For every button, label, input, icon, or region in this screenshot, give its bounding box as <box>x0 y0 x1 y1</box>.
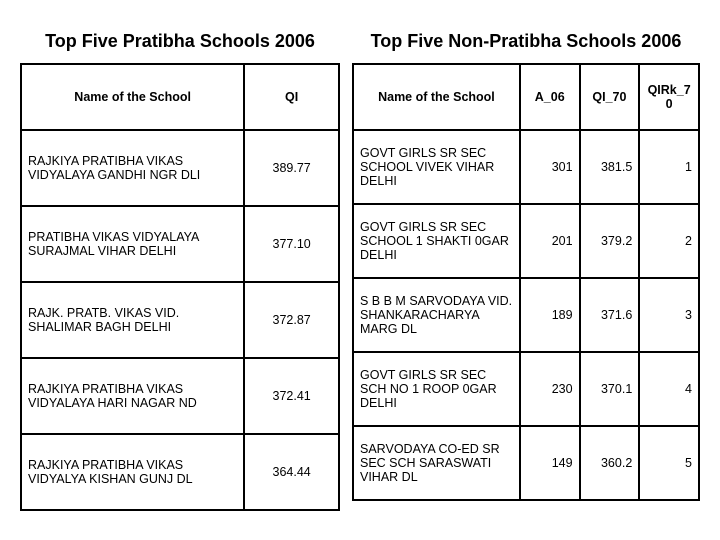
school-name: GOVT GIRLS SR SEC SCH NO 1 ROOP 0GAR DEL… <box>353 352 520 426</box>
school-rank: 3 <box>639 278 699 352</box>
table-row: RAJK. PRATB. VIKAS VID. SHALIMAR BAGH DE… <box>21 282 339 358</box>
table-row: GOVT GIRLS SR SEC SCH NO 1 ROOP 0GAR DEL… <box>353 352 699 426</box>
table-row: S B B M SARVODAYA VID. SHANKARACHARYA MA… <box>353 278 699 352</box>
school-rank: 5 <box>639 426 699 500</box>
pratibha-table: Name of the School QI RAJKIYA PRATIBHA V… <box>20 63 340 511</box>
school-name: PRATIBHA VIKAS VIDYALAYA SURAJMAL VIHAR … <box>21 206 244 282</box>
table-row: SARVODAYA CO-ED SR SEC SCH SARASWATI VIH… <box>353 426 699 500</box>
school-qi70: 371.6 <box>580 278 640 352</box>
school-a06: 230 <box>520 352 580 426</box>
table-row: RAJKIYA PRATIBHA VIKAS VIDYALYA KISHAN G… <box>21 434 339 510</box>
school-rank: 2 <box>639 204 699 278</box>
school-qi: 372.87 <box>244 282 339 358</box>
school-name: RAJKIYA PRATIBHA VIKAS VIDYALYA KISHAN G… <box>21 434 244 510</box>
school-a06: 189 <box>520 278 580 352</box>
school-qi: 372.41 <box>244 358 339 434</box>
school-a06: 201 <box>520 204 580 278</box>
school-qi70: 379.2 <box>580 204 640 278</box>
left-header-qi: QI <box>244 64 339 130</box>
table-row: RAJKIYA PRATIBHA VIKAS VIDYALAYA GANDHI … <box>21 130 339 206</box>
right-title: Top Five Non-Pratibha Schools 2006 <box>352 20 700 63</box>
left-title: Top Five Pratibha Schools 2006 <box>20 20 340 63</box>
table-row: PRATIBHA VIKAS VIDYALAYA SURAJMAL VIHAR … <box>21 206 339 282</box>
left-header-name: Name of the School <box>21 64 244 130</box>
school-name: S B B M SARVODAYA VID. SHANKARACHARYA MA… <box>353 278 520 352</box>
right-header-name: Name of the School <box>353 64 520 130</box>
school-qi70: 360.2 <box>580 426 640 500</box>
school-qi70: 381.5 <box>580 130 640 204</box>
school-name: GOVT GIRLS SR SEC SCHOOL VIVEK VIHAR DEL… <box>353 130 520 204</box>
pratibha-panel: Top Five Pratibha Schools 2006 Name of t… <box>20 20 340 511</box>
school-name: RAJKIYA PRATIBHA VIKAS VIDYALAYA HARI NA… <box>21 358 244 434</box>
school-qi: 389.77 <box>244 130 339 206</box>
non-pratibha-panel: Top Five Non-Pratibha Schools 2006 Name … <box>352 20 700 511</box>
school-rank: 4 <box>639 352 699 426</box>
school-name: RAJKIYA PRATIBHA VIKAS VIDYALAYA GANDHI … <box>21 130 244 206</box>
school-a06: 149 <box>520 426 580 500</box>
school-a06: 301 <box>520 130 580 204</box>
right-header-rank: QIRk_70 <box>639 64 699 130</box>
table-row: GOVT GIRLS SR SEC SCHOOL 1 SHAKTI 0GAR D… <box>353 204 699 278</box>
school-qi70: 370.1 <box>580 352 640 426</box>
table-row: GOVT GIRLS SR SEC SCHOOL VIVEK VIHAR DEL… <box>353 130 699 204</box>
right-header-qi70: QI_70 <box>580 64 640 130</box>
school-qi: 364.44 <box>244 434 339 510</box>
tables-container: Top Five Pratibha Schools 2006 Name of t… <box>20 20 700 511</box>
school-rank: 1 <box>639 130 699 204</box>
school-name: GOVT GIRLS SR SEC SCHOOL 1 SHAKTI 0GAR D… <box>353 204 520 278</box>
school-name: SARVODAYA CO-ED SR SEC SCH SARASWATI VIH… <box>353 426 520 500</box>
non-pratibha-table: Name of the School A_06 QI_70 QIRk_70 GO… <box>352 63 700 501</box>
table-row: RAJKIYA PRATIBHA VIKAS VIDYALAYA HARI NA… <box>21 358 339 434</box>
school-name: RAJK. PRATB. VIKAS VID. SHALIMAR BAGH DE… <box>21 282 244 358</box>
school-qi: 377.10 <box>244 206 339 282</box>
right-header-a06: A_06 <box>520 64 580 130</box>
